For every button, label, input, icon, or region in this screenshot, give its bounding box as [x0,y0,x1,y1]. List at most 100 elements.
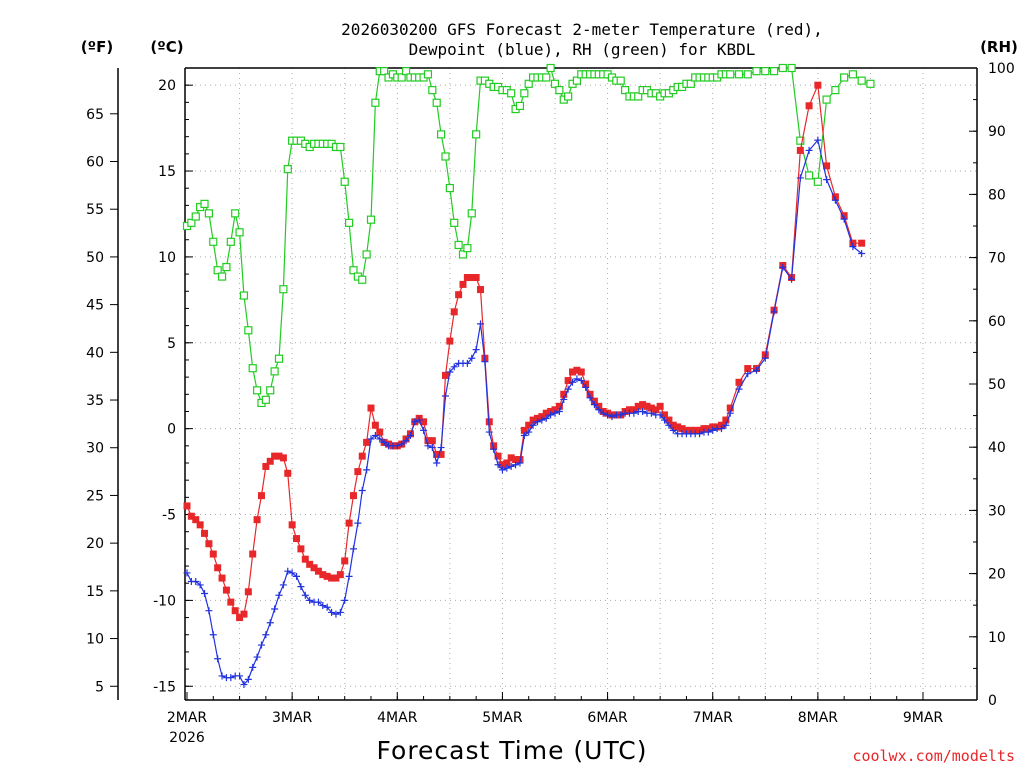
dewpoint-point [411,418,419,426]
dewpoint-point [599,409,607,417]
rh-point [248,364,257,373]
day-tick-label: 7MAR [693,710,734,726]
dewpoint-point [349,545,357,553]
temp-point [323,572,331,580]
rh-tick-label: 80 [988,187,1006,203]
dewpoint-point [441,392,449,400]
temp-point [271,452,279,460]
rh-point [572,76,582,85]
time-axis: 2MAR 3MAR 4MAR 5MAR 6MAR 7MAR 8MAR 9MAR [167,692,943,726]
rh-tick-label: 0 [988,693,997,709]
dewpoint-point [319,602,327,610]
dewpoint-point [363,466,371,474]
rh-point [686,79,695,88]
dewpoint-point [398,440,406,448]
temp-point [507,454,515,462]
dewpoint-point [805,146,813,154]
rh-point [761,67,770,76]
temp-point [363,438,371,446]
day-tick-label: 6MAR [587,710,628,726]
fahrenheit-tick-label: 60 [86,155,104,171]
dewpoint-point [371,432,379,440]
temp-point [485,418,493,426]
temperature-series [183,81,866,622]
temp-point [678,425,686,433]
dewpoint-point [402,437,410,445]
dewpoint-point [354,519,362,527]
rh-point [616,76,625,85]
temp-point [674,423,682,431]
dewpoint-point [293,572,301,580]
dewpoint-point [516,459,524,467]
dewpoint-point [240,681,248,689]
dewpoint-point [788,275,796,283]
rh-point [187,218,196,227]
rh-point [366,215,376,224]
dewpoint-point [244,675,252,683]
dewpoint-point [183,569,191,577]
temp-point [328,574,336,582]
temp-point [319,571,327,579]
fahrenheit-tick-label: 30 [86,441,104,457]
dewpoint-point [214,655,222,663]
temp-point [639,401,647,409]
dewpoint-point [227,674,235,682]
temp-point [520,426,528,434]
dewpoint-point [275,591,283,599]
rh-point [235,228,244,237]
temp-point [744,365,752,373]
dewpoint-point [266,619,274,627]
rh-point [380,67,389,76]
celsius-tick-label: -15 [153,679,176,695]
dewpoint-point [547,411,555,419]
dewpoint-point [209,631,217,639]
rh-point [550,79,560,88]
dewpoint-point [485,428,493,436]
temp-point [341,557,349,565]
dewpoint-point [253,653,261,661]
rh-point [340,177,349,186]
dewpoint-point [236,672,244,680]
temp-point [735,378,743,386]
dewpoint-point [192,578,200,585]
rh-tick-label: 100 [988,61,1015,77]
rh-point [546,63,555,73]
celsius-tick-label: 15 [158,164,176,180]
rh-point [191,212,200,221]
dewpoint-point [761,354,769,362]
dewpoint-point [665,421,673,429]
rh-point [213,266,222,275]
temp-point [345,519,353,527]
fahrenheit-tick-label: 40 [86,345,104,361]
celsius-tick-label: 5 [167,336,176,352]
dewpoint-point [753,366,761,374]
temp-point [498,461,506,469]
dewpoint-point [284,567,292,575]
fahrenheit-unit-label: (ºF) [81,38,113,56]
rh-point [270,367,279,376]
rh-point [472,130,481,139]
rh-point [752,67,761,76]
temp-point [218,574,226,582]
rh-point [620,86,630,95]
temp-point [336,571,344,579]
dewpoint-point [503,464,511,472]
rh-point [432,98,441,107]
rh-point [336,142,345,152]
rh-point [450,218,459,227]
dewpoint-point [424,442,432,450]
rh-point [822,95,831,104]
temp-point [284,469,292,477]
rh-point [344,218,354,227]
chart-title-line-2: Dewpoint (blue), RH (green) for KBDL [409,40,756,59]
rh-point [524,79,533,88]
dewpoint-point [726,409,734,417]
rh-tick-label: 90 [988,124,1006,140]
dewpoint-point [262,631,270,639]
temp-point [205,540,213,548]
dewpoint-point [494,461,502,469]
rh-point [226,237,235,246]
dewpoint-point [569,378,577,386]
rh-point [200,199,209,208]
